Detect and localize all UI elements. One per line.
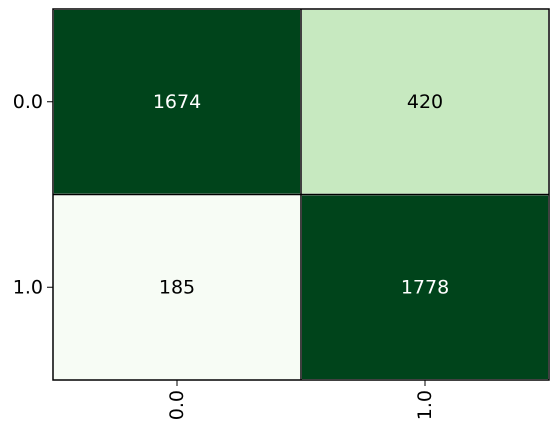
heatmap-cell-labels: 1674 420 185 1778 (153, 91, 449, 299)
plot-frame (52, 8, 550, 381)
heatmap-cells (52, 8, 550, 381)
cell-value-label-r1-c1: 1778 (401, 276, 449, 298)
cell-value-label-r0-c0: 1674 (153, 91, 201, 113)
cell-value-label-r0-c1: 420 (407, 91, 443, 113)
x-tick-label-1: 1.0 (414, 390, 436, 420)
heatmap-cell-r0-c1 (300, 8, 550, 196)
heatmap-cell-r1-c1 (300, 193, 550, 381)
x-axis-ticks: 0.0 1.0 (166, 380, 436, 420)
x-tick-label-0: 0.0 (166, 390, 188, 420)
y-axis-ticks: 0.0 1.0 (13, 91, 53, 298)
y-tick-label-0: 0.0 (13, 91, 43, 113)
heatmap-cell-r0-c0 (52, 8, 302, 196)
cell-value-label-r1-c0: 185 (159, 276, 195, 298)
y-tick-label-1: 1.0 (13, 276, 43, 298)
